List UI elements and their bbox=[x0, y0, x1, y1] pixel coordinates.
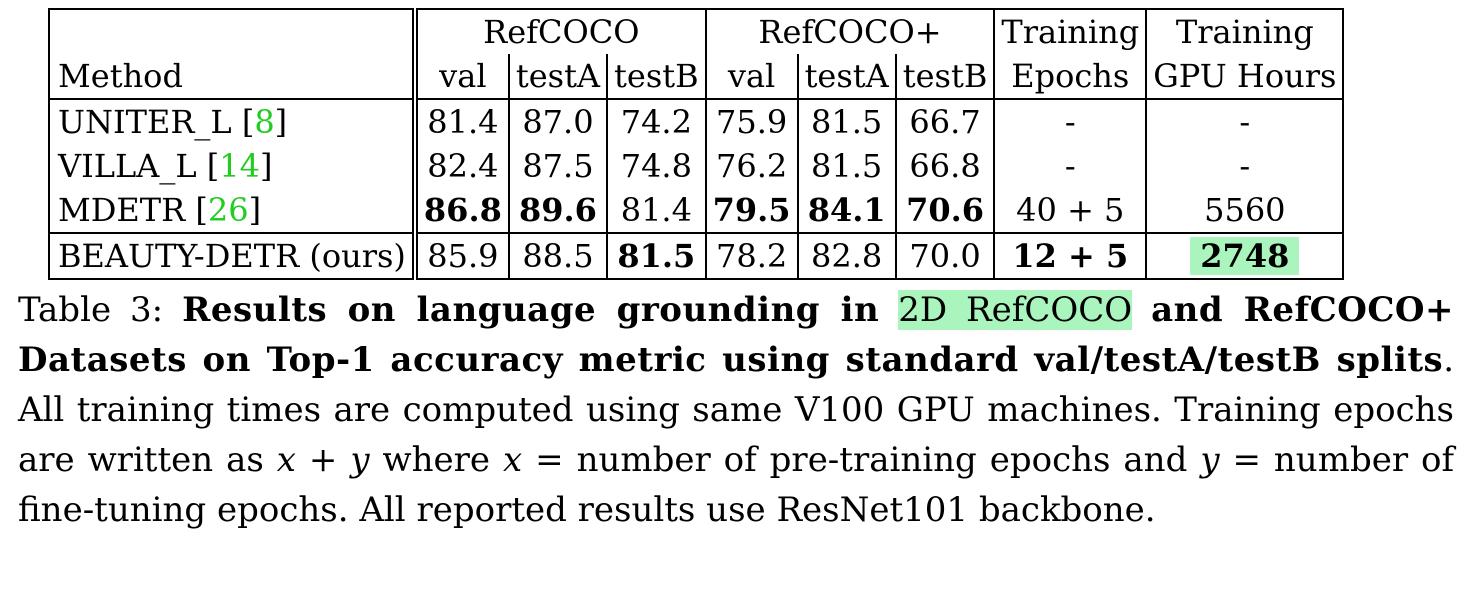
citation-link[interactable]: 14 bbox=[219, 147, 260, 185]
gpu-hours-cell: - bbox=[1146, 144, 1345, 188]
math-var: y bbox=[350, 440, 370, 480]
header-training-epochs-bottom: Epochs bbox=[994, 54, 1148, 100]
value-cell: 84.1 bbox=[797, 188, 897, 233]
caption-text-1: . All training times are computed using … bbox=[18, 340, 1454, 480]
header-sub-col: testA bbox=[508, 54, 609, 100]
caption-label: Table 3: bbox=[18, 290, 164, 330]
method-cell: BEAUTY-DETR (ours) bbox=[48, 232, 418, 280]
method-cell: VILLA_L [14] bbox=[48, 144, 418, 188]
header-method: Method bbox=[48, 54, 418, 100]
math-op: + bbox=[308, 440, 338, 480]
value-cell: 70.6 bbox=[895, 188, 996, 233]
value-cell: 89.6 bbox=[508, 188, 609, 233]
table-row: VILLA_L [14] 82.4 87.5 74.8 76.2 81.5 66… bbox=[48, 144, 1345, 188]
method-name: UNITER_L bbox=[58, 103, 232, 141]
value-cell: 81.5 bbox=[797, 99, 897, 144]
value-cell: 82.8 bbox=[797, 232, 897, 280]
caption-highlight: 2D RefCOCO bbox=[898, 290, 1133, 330]
caption-text-2: where bbox=[382, 440, 491, 480]
caption-bold-2: and RefCOCO+ Datasets on Top-1 accuracy … bbox=[18, 290, 1454, 380]
header-sub-col: val bbox=[414, 54, 510, 100]
gpu-hours-cell: 2748 bbox=[1146, 232, 1345, 280]
caption-text-4: = number of fine-tuning epochs. All repo… bbox=[18, 440, 1455, 530]
value-cell: 86.8 bbox=[414, 188, 510, 233]
value-cell: 66.8 bbox=[895, 144, 996, 188]
table-row: MDETR [26] 86.8 89.6 81.4 79.5 84.1 70.6… bbox=[48, 188, 1345, 233]
value-cell: 74.2 bbox=[607, 99, 707, 144]
value-cell: 79.5 bbox=[705, 188, 799, 233]
header-sub-col: testB bbox=[895, 54, 996, 100]
method-name: VILLA_L bbox=[58, 147, 197, 185]
header-refcocoplus: RefCOCO+ bbox=[705, 8, 996, 54]
gpu-hours-cell: - bbox=[1146, 99, 1345, 144]
table-header-row-2: Method val testA testB val testA testB E… bbox=[48, 54, 1345, 100]
value-cell: 81.4 bbox=[414, 99, 510, 144]
table-row: UNITER_L [8] 81.4 87.0 74.2 75.9 81.5 66… bbox=[48, 99, 1345, 144]
method-cell: UNITER_L [8] bbox=[48, 99, 418, 144]
gpu-hours-cell: 5560 bbox=[1146, 188, 1345, 233]
highlighted-value: 2748 bbox=[1190, 237, 1300, 275]
method-name: MDETR bbox=[58, 191, 186, 229]
value-cell: 82.4 bbox=[414, 144, 510, 188]
method-cell: MDETR [26] bbox=[48, 188, 418, 233]
header-training-hours-bottom: GPU Hours bbox=[1146, 54, 1345, 100]
value-cell: 70.0 bbox=[895, 232, 996, 280]
table-caption: Table 3: Results on language grounding i… bbox=[18, 285, 1454, 535]
value-cell: 81.5 bbox=[797, 144, 897, 188]
results-table: RefCOCO RefCOCO+ Training Training Metho… bbox=[48, 8, 1345, 280]
math-var: y bbox=[1200, 440, 1220, 480]
table-header-row-1: RefCOCO RefCOCO+ Training Training bbox=[48, 8, 1345, 54]
header-training-hours-top: Training bbox=[1146, 8, 1345, 54]
value-cell: 85.9 bbox=[414, 232, 510, 280]
value-cell: 88.5 bbox=[508, 232, 609, 280]
value-cell: 87.5 bbox=[508, 144, 609, 188]
citation-link[interactable]: 8 bbox=[254, 103, 275, 141]
method-name: BEAUTY-DETR (ours) bbox=[58, 237, 406, 275]
value-cell: 66.7 bbox=[895, 99, 996, 144]
header-training-epochs-top: Training bbox=[994, 8, 1148, 54]
header-sub-col: val bbox=[705, 54, 799, 100]
math-var: x bbox=[276, 440, 296, 480]
value-cell: 75.9 bbox=[705, 99, 799, 144]
caption-bold-1: Results on language grounding in bbox=[182, 290, 880, 330]
math-var: x bbox=[503, 440, 523, 480]
epochs-cell: - bbox=[994, 144, 1148, 188]
value-cell: 78.2 bbox=[705, 232, 799, 280]
value-cell: 87.0 bbox=[508, 99, 609, 144]
header-blank bbox=[48, 8, 418, 54]
epochs-cell: 12 + 5 bbox=[994, 232, 1148, 280]
value-cell: 81.5 bbox=[607, 232, 707, 280]
epochs-cell: - bbox=[994, 99, 1148, 144]
value-cell: 76.2 bbox=[705, 144, 799, 188]
epochs-cell: 40 + 5 bbox=[994, 188, 1148, 233]
header-sub-col: testA bbox=[797, 54, 897, 100]
value-cell: 81.4 bbox=[607, 188, 707, 233]
caption-text-3: = number of pre-training epochs and bbox=[535, 440, 1188, 480]
header-refcoco: RefCOCO bbox=[414, 8, 707, 54]
table-row: BEAUTY-DETR (ours) 85.9 88.5 81.5 78.2 8… bbox=[48, 232, 1345, 280]
value-cell: 74.8 bbox=[607, 144, 707, 188]
citation-link[interactable]: 26 bbox=[207, 191, 249, 229]
header-sub-col: testB bbox=[607, 54, 707, 100]
